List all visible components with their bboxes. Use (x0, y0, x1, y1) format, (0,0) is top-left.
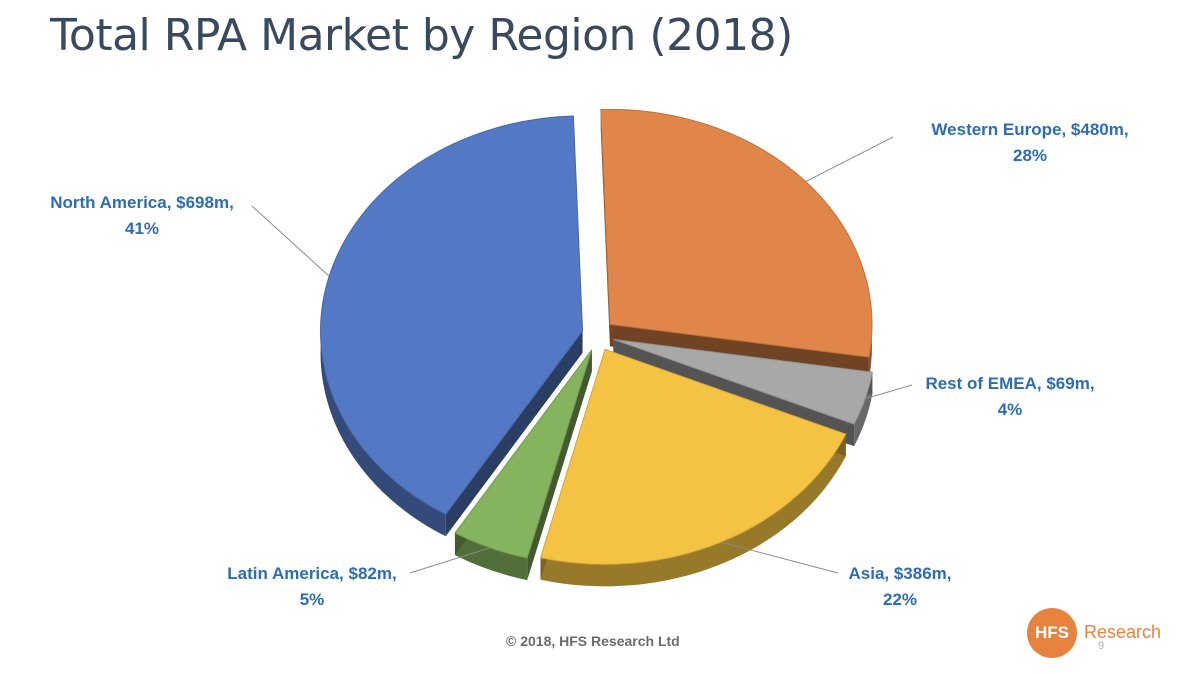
pie-slice-rest-of-emea (613, 338, 873, 425)
pie-slice-side-asia (540, 434, 846, 587)
logo-text: Research (1084, 622, 1162, 642)
pie-slice-edge-north-america (445, 330, 583, 537)
page-number: 9 (1098, 640, 1105, 652)
leader-line-latin-america (409, 547, 491, 574)
data-label-western-europe: Western Europe, $480m, (931, 120, 1128, 139)
data-label-north-america-percent: 41% (125, 219, 159, 238)
pie-slice-side-latin-america (454, 533, 528, 581)
copyright-footer: © 2018, HFS Research Ltd (506, 633, 680, 649)
pie-slice-side-rest-of-emea (854, 372, 873, 447)
data-label-latin-america-percent: 5% (300, 590, 325, 609)
pie-slice-edge-latin-america (527, 349, 592, 581)
hfs-logo-icon: HFS (1027, 608, 1077, 658)
data-label-north-america: North America, $698m, (50, 193, 234, 212)
data-label-rest-of-emea-percent: 4% (998, 400, 1023, 419)
data-label-asia: Asia, $386m, (848, 564, 951, 583)
data-label-latin-america: Latin America, $82m, (227, 564, 396, 583)
pie-slice-western-europe (600, 108, 873, 358)
data-label-western-europe-percent: 28% (1013, 146, 1047, 165)
leader-line-asia (720, 541, 839, 574)
pie-slice-latin-america (454, 349, 593, 559)
leader-line-rest-of-emea (865, 384, 913, 400)
page-title: Total RPA Market by Region (2018) (50, 10, 793, 61)
pie-slice-asia (539, 348, 847, 565)
leader-line-north-america (251, 205, 330, 277)
leader-line-western-europe (805, 136, 894, 183)
data-label-asia-percent: 22% (883, 590, 917, 609)
data-label-rest-of-emea: Rest of EMEA, $69m, (925, 374, 1094, 393)
